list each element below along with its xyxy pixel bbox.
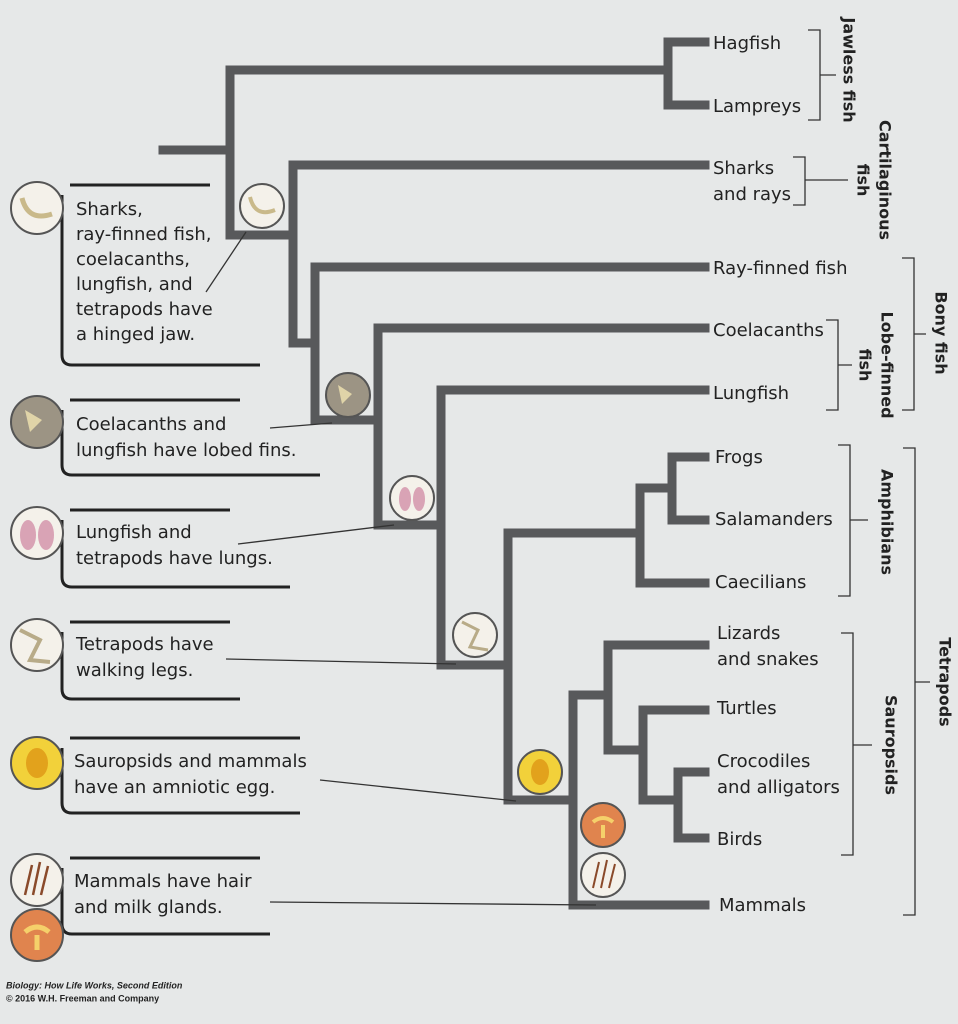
- callout-text: Coelacanths and: [76, 414, 226, 435]
- taxon-label: Hagfish: [713, 33, 781, 54]
- callout-text: Sauropsids and mammals: [74, 751, 307, 772]
- taxon-label: Turtles: [716, 698, 777, 719]
- credit-line: Biology: How Life Works, Second Edition: [6, 980, 183, 990]
- callout-text: Tetrapods have: [75, 634, 214, 655]
- group-label: fish: [854, 164, 873, 197]
- bracket: [838, 444, 868, 597]
- bracket: [808, 29, 836, 121]
- callout-box: [60, 183, 260, 367]
- taxon-label: and alligators: [717, 777, 840, 798]
- taxon-label: Mammals: [719, 895, 806, 916]
- taxon-label: Ray-finned fish: [713, 258, 847, 279]
- fin-icon-detail: [25, 410, 42, 432]
- tree-branches: [158, 37, 710, 910]
- egg-icon-detail: [531, 759, 549, 785]
- callout-text: Sharks,: [76, 199, 143, 220]
- group-label: Cartilaginous: [876, 120, 895, 240]
- pointers: [205, 231, 597, 906]
- taxon-label: Crocodiles: [717, 751, 810, 772]
- taxon-label: Frogs: [715, 447, 763, 468]
- callout-text: tetrapods have lungs.: [76, 548, 273, 569]
- group-label: Bony fish: [932, 291, 951, 374]
- taxon-label: and snakes: [717, 649, 819, 670]
- taxon-label: Lampreys: [713, 96, 801, 117]
- group-label: Lobe-finned: [878, 311, 897, 418]
- callout-box: [60, 398, 320, 477]
- group-label: Sauropsids: [882, 695, 901, 795]
- callout-text: lungfish, and: [76, 274, 193, 295]
- taxon-label: Caecilians: [715, 572, 806, 593]
- callout-boxes: [60, 183, 320, 936]
- pointer-line: [205, 231, 247, 293]
- callout-text: have an amniotic egg.: [74, 777, 275, 798]
- lung-icon-detail: [399, 487, 411, 511]
- group-brackets: [793, 29, 930, 916]
- hair-icon-detail: [592, 859, 616, 889]
- pointer-line: [225, 658, 457, 665]
- callout-text: walking legs.: [76, 660, 193, 681]
- callout-text: and milk glands.: [74, 897, 223, 918]
- lung-icon-detail: [413, 487, 425, 511]
- group-labels: Jawless fish Cartilaginous fish Bony fis…: [840, 16, 955, 795]
- bracket: [902, 257, 926, 411]
- node-icons: [239, 183, 626, 898]
- bracket: [903, 447, 930, 916]
- egg-icon-detail: [26, 748, 48, 778]
- callout-texts: Sharks, ray-finned fish, coelacanths, lu…: [74, 199, 307, 918]
- jaw-icon-detail: [248, 196, 276, 215]
- bracket: [793, 156, 848, 206]
- jaw-icon: [239, 183, 285, 229]
- group-label: Jawless fish: [840, 16, 859, 122]
- taxon-label: Lungfish: [713, 383, 789, 404]
- taxon-label: and rays: [713, 184, 791, 205]
- group-label: Tetrapods: [936, 637, 955, 726]
- taxon-label: Salamanders: [715, 509, 833, 530]
- taxon-label: Sharks: [713, 158, 774, 179]
- callout-text: Mammals have hair: [74, 871, 252, 892]
- callout-text: ray-finned fish,: [76, 224, 211, 245]
- jaw-icon-detail: [19, 197, 53, 219]
- callout-text: coelacanths,: [76, 249, 190, 270]
- jaw-icon: [10, 181, 64, 235]
- callout-text: lungfish have lobed fins.: [76, 440, 296, 461]
- taxon-label: Coelacanths: [713, 320, 824, 341]
- callout-box: [60, 508, 290, 589]
- credit-line: © 2016 W.H. Freeman and Company: [6, 993, 159, 1003]
- bracket: [841, 632, 872, 856]
- group-label: Amphibians: [878, 469, 897, 575]
- pointer-line: [269, 422, 333, 429]
- callout-box: [60, 620, 240, 701]
- pointer-line: [237, 524, 395, 545]
- gland-icon-detail: [23, 924, 51, 950]
- callout-text: tetrapods have: [76, 299, 213, 320]
- lung-icon-detail: [20, 520, 36, 550]
- gland-icon-detail: [591, 816, 615, 838]
- fin-icon-detail: [338, 385, 352, 404]
- leg-icon-detail: [19, 628, 51, 664]
- taxon-label: Birds: [717, 829, 762, 850]
- taxon-label: Lizards: [717, 623, 780, 644]
- lung-icon-detail: [38, 520, 54, 550]
- bracket: [826, 319, 852, 411]
- pointer-line: [319, 779, 517, 802]
- callout-box: [60, 736, 300, 815]
- group-label: fish: [856, 349, 875, 382]
- callout-text: a hinged jaw.: [76, 324, 195, 345]
- callout-text: Lungfish and: [76, 522, 192, 543]
- callout-box: [60, 856, 270, 936]
- lung-icon: [10, 506, 64, 560]
- taxon-labels: Hagfish Lampreys Sharks and rays Ray-fin…: [713, 33, 847, 916]
- hair-icon-detail: [23, 861, 50, 896]
- leg-icon-detail: [461, 620, 489, 652]
- pointer-line: [269, 901, 597, 906]
- trait-icons: [10, 181, 64, 962]
- lung-icon: [389, 475, 435, 521]
